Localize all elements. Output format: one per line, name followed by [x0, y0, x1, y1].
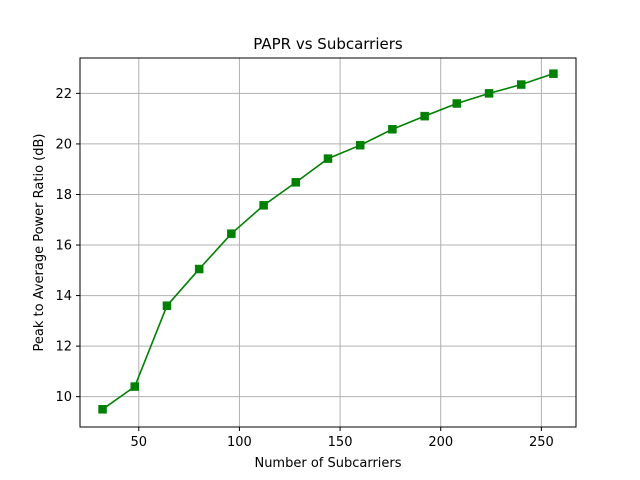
- data-point-marker: [452, 99, 462, 108]
- y-tick-label: 14: [55, 289, 72, 304]
- data-point-marker: [130, 382, 140, 391]
- x-tick-label: 100: [227, 435, 252, 450]
- x-axis-label: Number of Subcarriers: [254, 456, 401, 471]
- plot-frame: [79, 57, 577, 428]
- data-point-marker: [484, 89, 494, 98]
- data-point-marker: [98, 405, 107, 414]
- data-point-marker: [259, 201, 268, 210]
- y-tick-label: 16: [55, 239, 72, 254]
- x-tick-label: 50: [131, 435, 148, 450]
- x-tick-label: 250: [529, 435, 554, 450]
- chart-title: PAPR vs Subcarriers: [253, 35, 403, 53]
- y-tick-label: 20: [55, 137, 72, 152]
- y-tick-label: 18: [55, 188, 72, 203]
- y-tick-label: 10: [55, 390, 72, 405]
- data-point-marker: [355, 140, 365, 150]
- data-point-marker: [388, 125, 397, 134]
- axis-ticks: 50 100 150 200 250 10 12 14 16 18 20 22: [55, 87, 553, 450]
- series-layer: [98, 69, 558, 414]
- y-axis-label: Peak to Average Power Ratio (dB): [32, 134, 47, 352]
- data-point-marker: [227, 229, 236, 238]
- y-tick-label: 12: [55, 340, 72, 355]
- data-point-marker: [549, 69, 558, 78]
- data-point-marker: [323, 154, 333, 163]
- data-point-marker: [516, 80, 526, 89]
- data-point-marker: [291, 178, 301, 187]
- y-tick-label: 22: [55, 87, 72, 102]
- data-point-marker: [420, 111, 429, 121]
- grid-lines: [80, 58, 576, 427]
- data-point-marker: [162, 301, 172, 310]
- x-tick-label: 150: [328, 435, 353, 450]
- x-tick-label: 200: [428, 435, 453, 450]
- data-point-marker: [194, 264, 204, 274]
